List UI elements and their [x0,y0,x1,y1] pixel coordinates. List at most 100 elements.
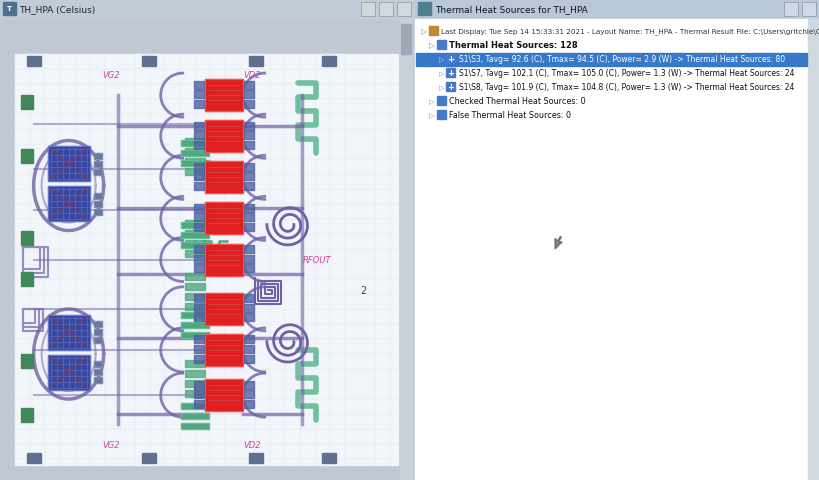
Bar [181,140,209,146]
Bar [193,224,203,231]
Bar [93,369,102,375]
Bar [48,355,89,390]
Bar [378,3,392,17]
Bar [243,142,253,149]
Bar [205,203,242,235]
Text: VG2: VG2 [102,71,120,80]
Bar [783,3,797,17]
Bar [193,163,203,171]
Bar [93,377,102,383]
Bar [93,329,102,336]
Bar [27,57,41,67]
Bar [446,55,455,64]
Text: VD2: VD2 [243,71,261,80]
Bar [414,0,819,480]
Text: S1\S7, Tavg= 102.1 (C), Tmax= 105.0 (C), Power= 1.3 (W) -> Thermal Heat Sources:: S1\S7, Tavg= 102.1 (C), Tmax= 105.0 (C),… [459,69,794,78]
Text: ▷: ▷ [438,57,444,63]
Bar [185,220,205,228]
Bar [93,377,102,383]
Bar [801,3,815,17]
Bar [193,381,203,389]
Bar [181,312,209,319]
Bar [249,453,263,463]
Bar [193,91,203,99]
Bar [205,293,242,325]
Bar [20,231,33,245]
Bar [193,304,203,312]
Bar [193,122,203,131]
Bar [193,132,203,140]
Bar [93,201,102,207]
Bar [48,147,89,181]
Bar [181,222,209,228]
Bar [181,160,209,166]
Bar [185,380,205,387]
Bar [0,0,414,20]
Bar [437,111,446,120]
Bar [181,403,209,409]
Bar [20,96,33,110]
Bar [48,147,89,181]
Bar [181,323,209,329]
Bar [27,453,41,463]
Bar [93,161,102,167]
Bar [185,168,205,175]
Bar [243,255,253,263]
Bar [783,3,797,17]
Bar [185,158,205,165]
Bar [414,0,819,20]
Bar [193,336,203,344]
Bar [48,187,89,222]
Bar [93,369,102,375]
Bar [3,3,16,16]
Bar [193,390,203,398]
Bar [322,57,336,67]
Bar [437,97,446,106]
Bar [193,255,203,263]
Bar [205,162,242,194]
Bar [93,361,102,367]
Bar [93,361,102,367]
Bar [181,160,209,166]
Bar [181,413,209,419]
Bar [193,245,203,253]
Bar [93,201,102,207]
Text: RFOUT: RFOUT [303,255,332,264]
Bar [396,3,410,17]
Bar [243,345,253,353]
Bar [243,381,253,389]
Bar [48,315,89,350]
Bar [93,329,102,336]
Bar [93,169,102,175]
Bar [193,355,203,363]
Text: Thermal Heat Sources: 128: Thermal Heat Sources: 128 [449,41,577,50]
Bar [243,122,253,131]
Bar [93,169,102,175]
Bar [243,224,253,231]
Bar [93,153,102,159]
Bar [415,54,806,67]
Bar [185,148,205,156]
Bar [243,245,253,253]
Bar [142,57,156,67]
Bar [446,69,455,78]
Bar [193,214,203,222]
Text: False Thermal Heat Sources: 0: False Thermal Heat Sources: 0 [449,111,570,120]
Bar [181,403,209,409]
Bar [181,242,209,248]
Bar [414,20,819,480]
Text: S1\S8, Tavg= 101.9 (C), Tmax= 104.8 (C), Power= 1.3 (W) -> Thermal Heat Sources:: S1\S8, Tavg= 101.9 (C), Tmax= 104.8 (C),… [459,84,794,92]
Text: ▷: ▷ [420,27,427,36]
Bar [243,336,253,344]
Bar [400,25,410,55]
Bar [15,55,397,465]
Bar [93,193,102,199]
Text: +: + [447,55,454,64]
Bar [185,240,205,247]
Bar [181,323,209,329]
Text: +: + [447,69,454,78]
Text: +: + [447,84,454,92]
Bar [93,153,102,159]
Bar [205,334,242,366]
Bar [360,3,374,17]
